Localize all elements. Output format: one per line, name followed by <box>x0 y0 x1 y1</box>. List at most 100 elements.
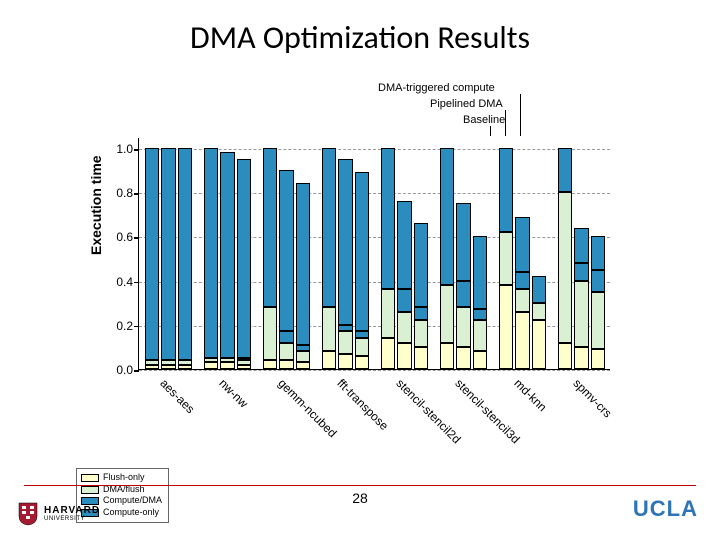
ucla-logo: UCLA <box>633 496 698 522</box>
bar-segment <box>145 360 160 364</box>
bar-segment <box>515 217 530 272</box>
bar-segment <box>574 263 589 281</box>
bar-segment <box>532 303 547 321</box>
legend-row: Flush-only <box>81 472 162 484</box>
bar-segment <box>338 325 353 332</box>
bar-segment <box>574 347 589 369</box>
slide: DMA Optimization Results DMA-triggered c… <box>0 0 720 540</box>
bar-segment <box>355 331 370 338</box>
bar-segment <box>397 201 412 289</box>
bar-segment <box>296 183 311 344</box>
bar-segment <box>473 309 488 320</box>
annot-dma-triggered: DMA-triggered compute <box>378 82 495 94</box>
bar-segment <box>532 276 547 303</box>
bar-segment <box>591 292 606 349</box>
bar-segment <box>279 360 294 369</box>
annot-baseline: Baseline <box>463 114 505 126</box>
bar-segment <box>178 148 193 360</box>
ytick-label: 0.8 <box>116 186 133 200</box>
bar-segment <box>220 362 235 369</box>
xtick-label: spmv-crs <box>570 376 614 420</box>
bar-segment <box>397 312 412 343</box>
xtick-label: fft-transpose <box>334 376 391 433</box>
bar-segment <box>237 358 252 360</box>
ytick-mark <box>134 326 139 328</box>
xtick-label: gemm-ncubed <box>275 376 339 440</box>
bar-segment <box>381 289 396 338</box>
annot-tick <box>505 110 506 136</box>
xtick-label: md-knn <box>511 376 549 414</box>
ytick-mark <box>134 237 139 239</box>
bar-segment <box>414 307 429 320</box>
bar-segment <box>414 223 429 307</box>
bar-segment <box>178 365 193 369</box>
bar-segment <box>591 236 606 269</box>
bar-segment <box>220 358 235 362</box>
ytick-label: 1.0 <box>116 142 133 156</box>
plot-area: 0.00.20.40.60.81.0aes-aesnw-nwgemm-ncube… <box>138 138 610 370</box>
bar-segment <box>263 148 278 307</box>
bar-segment <box>296 362 311 369</box>
bar-segment <box>322 351 337 369</box>
bar-segment <box>338 159 353 325</box>
bar-segment <box>515 312 530 369</box>
bar-segment <box>145 365 160 369</box>
bar-segment <box>338 354 353 369</box>
bar-segment <box>220 152 235 357</box>
ytick-mark <box>134 149 139 151</box>
bar-segment <box>322 148 337 307</box>
chart-area: DMA-triggered compute Pipelined DMA Base… <box>70 80 650 430</box>
bar-segment <box>161 365 176 369</box>
y-axis-label: Execution time <box>88 155 104 255</box>
harvard-logo: HARVARD UNIVERSITY <box>18 502 100 526</box>
bar-segment <box>161 148 176 360</box>
page-number: 28 <box>0 490 720 506</box>
bar-segment <box>456 281 471 308</box>
bar-segment <box>161 360 176 364</box>
ytick-mark <box>134 193 139 195</box>
bar-segment <box>440 285 455 342</box>
bar-segment <box>381 338 396 369</box>
bar-segment <box>178 360 193 364</box>
slide-title: DMA Optimization Results <box>0 0 720 57</box>
xtick-label: aes-aes <box>157 376 197 416</box>
bar-segment <box>296 345 311 352</box>
bar-segment <box>574 228 589 263</box>
bar-segment <box>558 343 573 370</box>
bar-segment <box>499 285 514 369</box>
bar-segment <box>204 358 219 362</box>
annot-tick <box>520 94 521 136</box>
bar-segment <box>263 360 278 369</box>
bar-segment <box>456 307 471 347</box>
bar-segment <box>296 351 311 362</box>
footer-rule <box>24 485 696 486</box>
gridline <box>139 370 610 371</box>
bar-segment <box>338 331 353 353</box>
legend-swatch <box>81 474 99 482</box>
bar-segment <box>414 347 429 369</box>
bar-segment <box>237 365 252 369</box>
ytick-label: 0.4 <box>116 275 133 289</box>
shield-icon <box>18 502 38 526</box>
bar-segment <box>145 148 160 360</box>
bar-segment <box>322 307 337 351</box>
ytick-mark <box>134 282 139 284</box>
ytick-label: 0.0 <box>116 363 133 377</box>
bar-segment <box>355 172 370 331</box>
bar-segment <box>279 343 294 361</box>
annot-pipelined: Pipelined DMA <box>430 98 503 110</box>
bar-segment <box>414 320 429 347</box>
bar-segment <box>204 362 219 369</box>
legend-label: Flush-only <box>103 472 145 484</box>
bar-segment <box>473 351 488 369</box>
bar-segment <box>591 270 606 292</box>
legend-label: Compute-only <box>103 507 159 519</box>
bar-segment <box>381 148 396 289</box>
bar-segment <box>237 360 252 364</box>
bar-segment <box>473 320 488 351</box>
bar-segment <box>204 148 219 358</box>
bar-segment <box>456 347 471 369</box>
bar-segment <box>574 281 589 347</box>
ytick-label: 0.6 <box>116 230 133 244</box>
bar-segment <box>499 232 514 285</box>
